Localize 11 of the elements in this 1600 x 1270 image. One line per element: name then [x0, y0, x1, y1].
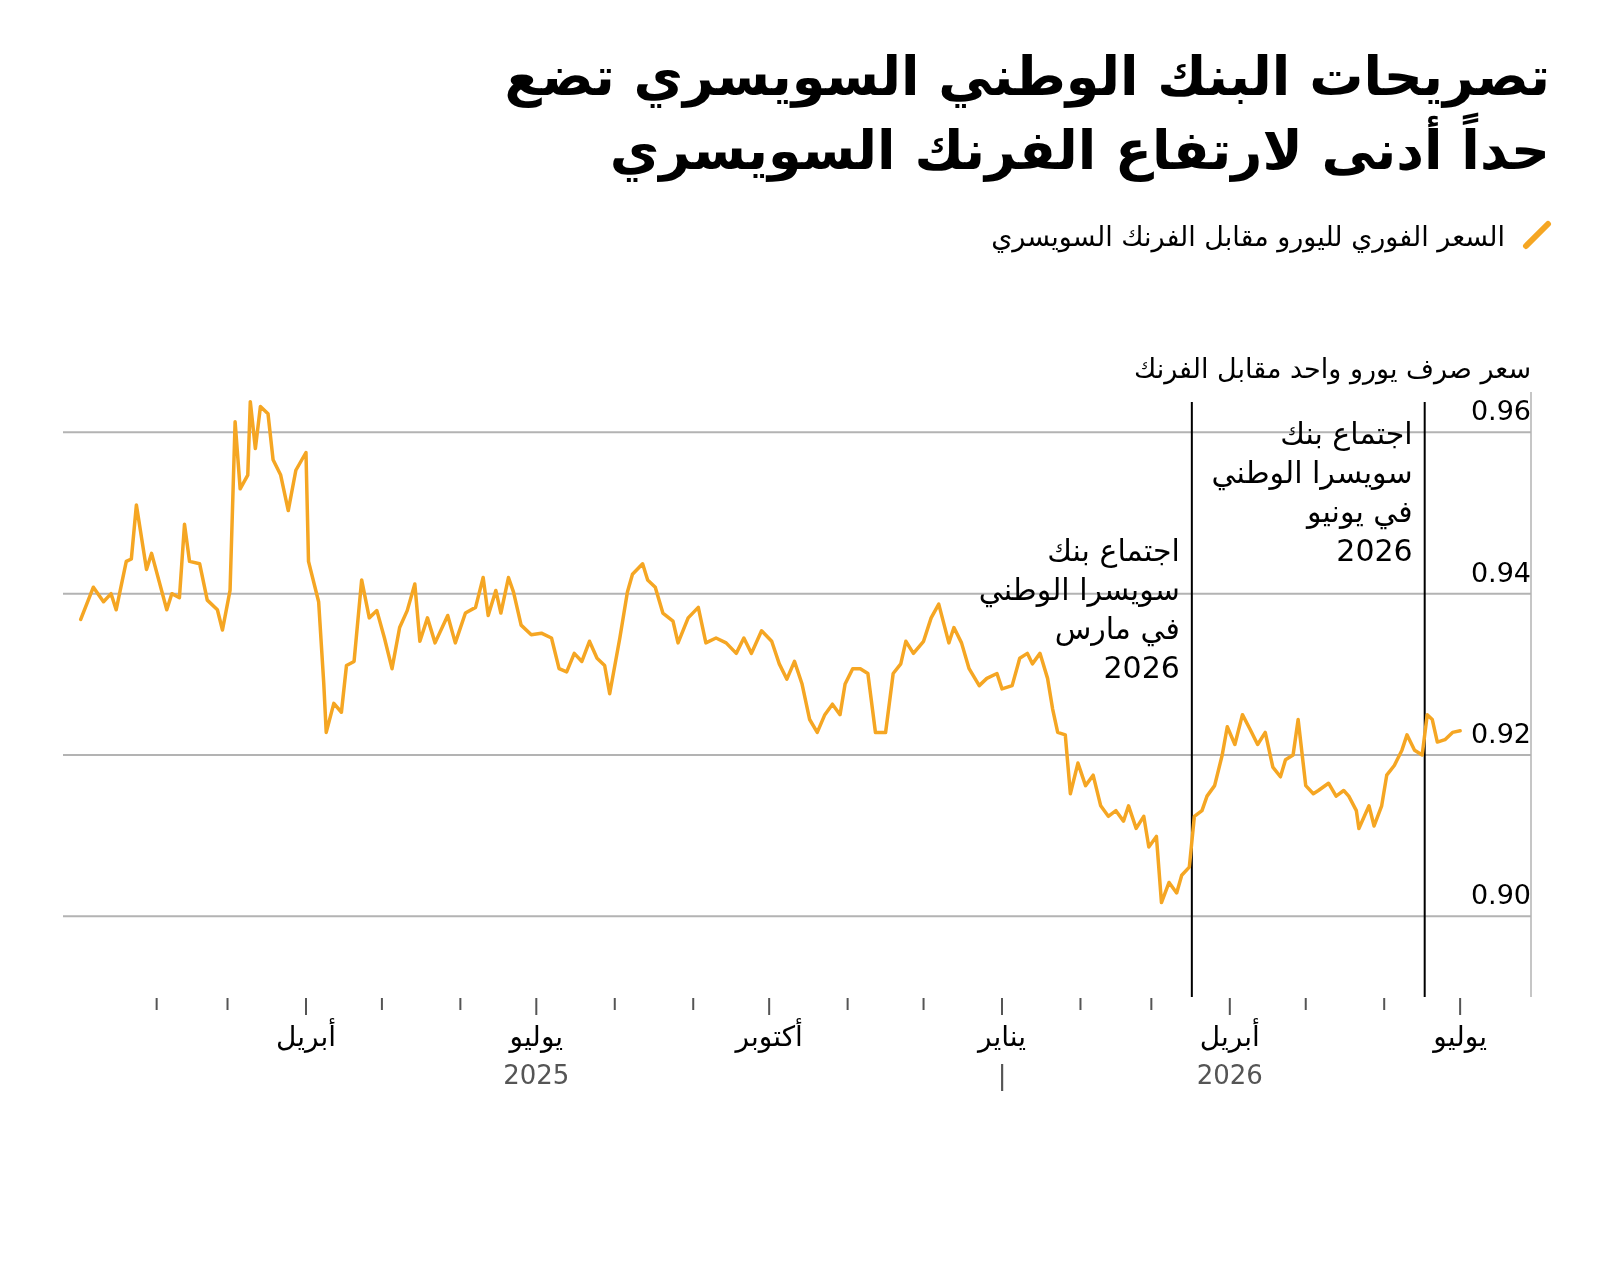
x-tick-label: يناير | — [976, 1020, 1027, 1091]
x-tick-label: أكتوبر — [733, 1017, 803, 1053]
chart-title: تصريحات البنك الوطني السويسري تضع حداً أدنى لارتفاع الفرنك السويسري — [503, 44, 1550, 184]
y-tick-label: 0.90 — [1470, 879, 1531, 911]
x-tick-label: أبريل — [275, 1017, 336, 1053]
y-tick-label: 0.92 — [1470, 718, 1531, 749]
y-axis-title: سعر صرف يورو واحد مقابل الفرنك — [1133, 353, 1531, 385]
x-tick-label: يوليو — [1431, 1020, 1487, 1053]
y-tick-label: 0.96 — [1470, 395, 1531, 427]
legend-label: السعر الفوري لليورو مقابل الفرنك السويسري — [991, 221, 1505, 253]
y-tick-label: 0.94 — [1470, 556, 1531, 588]
